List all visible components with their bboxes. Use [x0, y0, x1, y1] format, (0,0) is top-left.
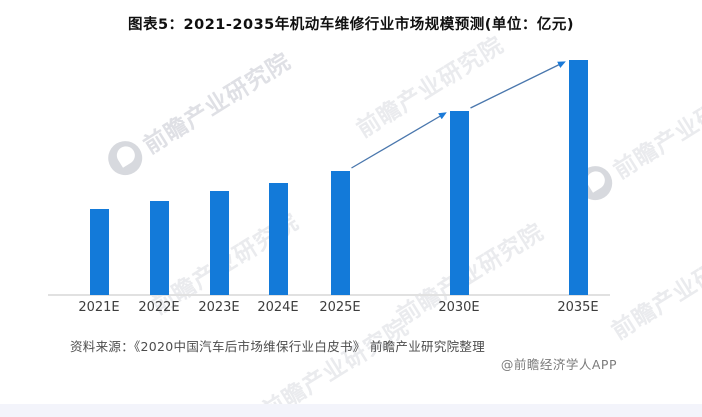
x-tick-2024E: 2024E: [257, 300, 299, 315]
x-tick-2025E: 2025E: [319, 300, 361, 315]
source-note: 资料来源：《2020中国汽车后市场维保行业白皮书》 前瞻产业研究院整理: [70, 339, 486, 354]
x-tick-2030E: 2030E: [438, 300, 480, 315]
credit-label: @前瞻经济学人APP: [500, 357, 617, 372]
trend-arrow-2030E-to-2035E: [470, 61, 566, 109]
bottom-strip: [0, 404, 702, 417]
bar-2035E: [568, 60, 588, 295]
bar-2023E: [209, 191, 229, 295]
bar-2024E: [268, 183, 288, 295]
x-tick-2035E: 2035E: [557, 300, 599, 315]
x-tick-2022E: 2022E: [138, 300, 180, 315]
bar-2030E: [449, 111, 469, 295]
chart-title: 图表5：2021-2035年机动车维修行业市场规模预测(单位：亿元): [127, 17, 575, 33]
trend-arrow-2025E-to-2030E: [351, 112, 447, 169]
bar-2021E: [89, 209, 109, 295]
x-tick-2023E: 2023E: [198, 300, 240, 315]
x-tick-2021E: 2021E: [78, 300, 120, 315]
x-axis-line: [48, 294, 610, 296]
bar-2022E: [149, 201, 169, 295]
bar-2025E: [330, 171, 350, 295]
